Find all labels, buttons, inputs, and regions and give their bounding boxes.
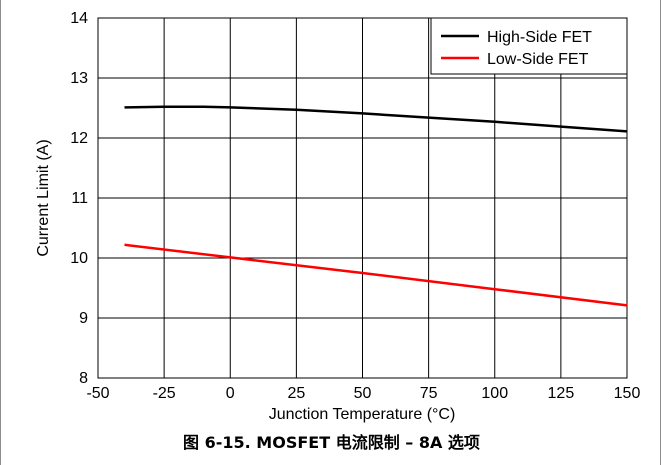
legend-label: Low-Side FET — [487, 51, 589, 68]
x-tick-label: 50 — [354, 385, 372, 402]
y-tick-label: 13 — [70, 70, 88, 87]
y-tick-label: 10 — [70, 250, 88, 267]
line-chart: -50 -25 0 25 50 75 100 125 150 8 9 10 11 12 13 14 Junct… — [35, 10, 640, 423]
plot-area — [97, 17, 628, 379]
series-layer — [124, 105, 628, 307]
x-tick-label: 150 — [614, 385, 641, 402]
x-tick-label: 25 — [287, 385, 305, 402]
y-axis-label: Current Limit (A) — [35, 139, 52, 256]
legend: High-Side FET Low-Side FET — [430, 17, 628, 75]
legend-label: High-Side FET — [487, 29, 592, 46]
x-tick-label: 125 — [548, 385, 575, 402]
x-axis-label: Junction Temperature (°C) — [269, 406, 456, 423]
figure-caption: 图 6-15. MOSFET 电流限制 – 8A 选项 — [183, 433, 480, 452]
tick-labels: -50 -25 0 25 50 75 100 125 150 8 9 10 11 12 13 14 — [70, 10, 640, 402]
x-tick-label: 100 — [481, 385, 508, 402]
grid — [97, 17, 628, 379]
y-tick-label: 8 — [79, 370, 88, 387]
series-line-high-side-fet — [124, 105, 628, 133]
x-tick-label: 0 — [226, 385, 235, 402]
y-tick-label: 11 — [71, 190, 88, 207]
y-tick-label: 9 — [79, 310, 88, 327]
x-tick-label: -50 — [86, 385, 109, 402]
y-tick-label: 12 — [70, 130, 88, 147]
series-line-low-side-fet — [124, 243, 628, 307]
x-tick-label: 75 — [420, 385, 438, 402]
x-tick-label: -25 — [153, 385, 176, 402]
legend-box — [430, 17, 628, 75]
y-tick-label: 14 — [70, 10, 88, 27]
